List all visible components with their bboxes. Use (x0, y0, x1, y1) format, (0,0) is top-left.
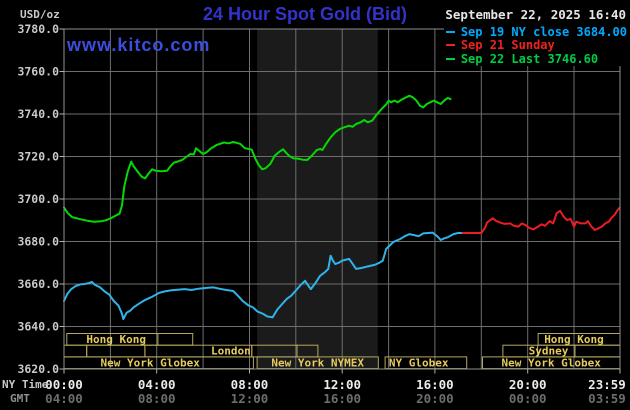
legend-item-sep19: Sep 19 NY close 3684.00 (443, 24, 627, 39)
y-axis-tick-label: 3640.0 (17, 320, 59, 334)
page-title: 24 Hour Spot Gold (Bid) (203, 4, 407, 24)
ny-time-tick-label: 20:00 (509, 377, 547, 392)
sep19-price-line (63, 231, 464, 321)
y-axis-tick-label: 3660.0 (17, 277, 59, 291)
gmt-time-tick-label: 12:00 (231, 391, 269, 406)
gmt-time-tick-label: 16:00 (323, 391, 361, 406)
session-label: London (211, 345, 251, 358)
unit-label: USD/oz (20, 8, 60, 21)
gmt-axis-label: GMT (10, 392, 30, 405)
legend-dash-icon (445, 57, 455, 60)
sep22-price-line (63, 94, 452, 223)
session-label: New York Globex (101, 356, 201, 369)
legend-item-sep22: Sep 22 Last 3746.60 (443, 51, 627, 66)
ny-time-tick-label: 08:00 (231, 377, 269, 392)
gmt-time-tick-label: 03:59 (588, 391, 626, 406)
kitco-watermark-link[interactable]: www.kitco.com (67, 35, 211, 55)
ny-time-tick-label: 12:00 (323, 377, 361, 392)
y-axis-tick-label: 3620.0 (17, 362, 59, 376)
session-label: NY Globex (389, 356, 449, 369)
y-axis-tick-label: 3720.0 (17, 150, 59, 164)
ny-time-tick-label: 00:00 (45, 377, 83, 392)
legend-label: Sep 19 NY close 3684.00 (460, 24, 627, 39)
datetime-label: September 22, 2025 16:40 (445, 7, 626, 22)
session-label: Sydney (529, 345, 569, 358)
gmt-time-tick-label: 20:00 (416, 391, 454, 406)
session-label: Hong Kong (544, 333, 604, 346)
y-axis-tick-label: 3740.0 (17, 107, 59, 121)
legend-dash-icon (445, 44, 455, 47)
session-box (63, 344, 88, 358)
y-axis-tick-label: 3680.0 (17, 235, 59, 249)
gmt-time-tick-label: 04:00 (45, 391, 83, 406)
y-axis-tick-label: 3760.0 (17, 65, 59, 79)
session-label: Hong Kong (86, 333, 146, 346)
legend-item-sep21: Sep 21 Sunday (443, 38, 627, 53)
y-axis-tick-label: 3780.0 (17, 22, 59, 36)
sep21-price-line (461, 206, 621, 234)
session-label: New York NYMEX (271, 356, 364, 369)
legend-dash-icon (445, 30, 455, 33)
legend-label: Sep 21 Sunday (460, 38, 555, 53)
legend: Sep 19 NY close 3684.00 Sep 21 Sunday Sep … (443, 24, 627, 66)
gmt-time-tick-label: 00:00 (509, 391, 547, 406)
ny-time-tick-label: 16:00 (416, 377, 454, 392)
ny-time-tick-label: 04:00 (138, 377, 176, 392)
gmt-time-tick-label: 08:00 (138, 391, 176, 406)
y-axis-tick-label: 3700.0 (17, 192, 59, 206)
session-box (86, 344, 146, 358)
session-label: New York Globex (502, 356, 602, 369)
ny-time-tick-label: 23:59 (588, 377, 626, 392)
legend-label: Sep 22 Last 3746.60 (460, 51, 599, 66)
ny-time-axis-label: NY Time (2, 378, 49, 391)
